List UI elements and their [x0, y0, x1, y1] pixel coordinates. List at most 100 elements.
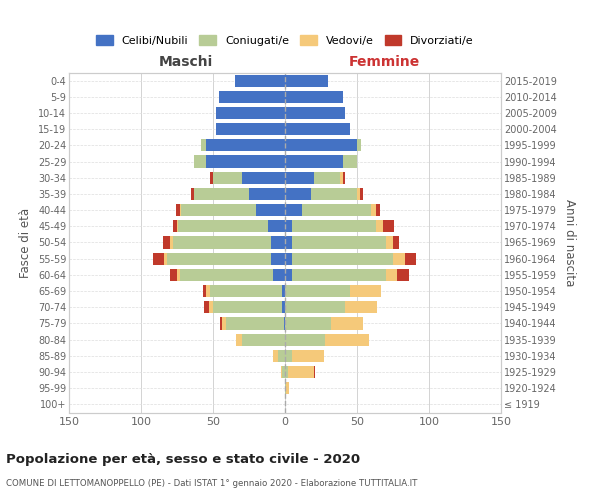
Bar [404, 252, 416, 265]
Bar [350, 285, 382, 297]
Bar [206, 285, 210, 297]
Bar [194, 156, 206, 168]
Bar [170, 236, 173, 248]
Bar [226, 318, 284, 330]
Bar [285, 252, 292, 265]
Bar [278, 350, 285, 362]
Bar [206, 140, 285, 151]
Bar [216, 123, 285, 135]
Bar [285, 220, 292, 232]
Bar [285, 123, 350, 135]
Bar [376, 204, 380, 216]
Bar [194, 188, 249, 200]
Bar [357, 188, 360, 200]
Bar [376, 220, 383, 232]
Bar [205, 301, 209, 314]
Bar [173, 220, 177, 232]
Bar [274, 350, 278, 362]
Bar [235, 74, 285, 86]
Bar [271, 236, 285, 248]
Bar [268, 220, 285, 232]
Bar [249, 188, 285, 200]
Bar [285, 366, 288, 378]
Bar [292, 220, 376, 232]
Bar [180, 269, 274, 281]
Bar [360, 188, 363, 200]
Bar [177, 269, 180, 281]
Bar [206, 156, 285, 168]
Bar [242, 172, 285, 184]
Bar [371, 204, 376, 216]
Bar [285, 172, 314, 184]
Bar [285, 269, 292, 281]
Bar [346, 301, 377, 314]
Bar [271, 252, 285, 265]
Bar [288, 366, 314, 378]
Bar [167, 252, 271, 265]
Bar [397, 269, 409, 281]
Bar [386, 269, 397, 281]
Bar [285, 74, 328, 86]
Bar [285, 107, 346, 119]
Bar [292, 236, 386, 248]
Legend: Celibi/Nubili, Coniugati/e, Vedovi/e, Divorziati/e: Celibi/Nubili, Coniugati/e, Vedovi/e, Di… [92, 30, 478, 50]
Bar [220, 318, 221, 330]
Bar [181, 204, 256, 216]
Bar [331, 318, 363, 330]
Bar [285, 156, 343, 168]
Bar [285, 188, 311, 200]
Bar [282, 366, 285, 378]
Text: Popolazione per età, sesso e stato civile - 2020: Popolazione per età, sesso e stato civil… [6, 452, 360, 466]
Bar [302, 204, 371, 216]
Bar [163, 236, 170, 248]
Bar [285, 382, 286, 394]
Bar [210, 285, 282, 297]
Text: COMUNE DI LETTOMANOPPELLO (PE) - Dati ISTAT 1° gennaio 2020 - Elaborazione TUTTI: COMUNE DI LETTOMANOPPELLO (PE) - Dati IS… [6, 479, 418, 488]
Bar [292, 252, 393, 265]
Bar [203, 285, 206, 297]
Bar [177, 220, 178, 232]
Text: Maschi: Maschi [158, 55, 213, 69]
Bar [242, 334, 285, 345]
Bar [219, 90, 285, 103]
Bar [383, 220, 394, 232]
Bar [393, 252, 404, 265]
Bar [170, 269, 177, 281]
Bar [209, 301, 213, 314]
Bar [314, 366, 315, 378]
Bar [311, 188, 357, 200]
Bar [285, 318, 331, 330]
Y-axis label: Anni di nascita: Anni di nascita [563, 199, 576, 286]
Bar [284, 318, 285, 330]
Bar [393, 236, 399, 248]
Bar [292, 269, 386, 281]
Bar [256, 204, 285, 216]
Bar [216, 107, 285, 119]
Bar [357, 140, 361, 151]
Bar [213, 172, 242, 184]
Bar [152, 252, 164, 265]
Text: Femmine: Femmine [349, 55, 420, 69]
Y-axis label: Fasce di età: Fasce di età [19, 208, 32, 278]
Bar [281, 366, 282, 378]
Bar [274, 269, 285, 281]
Bar [164, 252, 167, 265]
Bar [386, 236, 393, 248]
Bar [202, 140, 206, 151]
Bar [282, 301, 285, 314]
Bar [221, 318, 226, 330]
Bar [340, 172, 343, 184]
Bar [173, 236, 271, 248]
Bar [285, 334, 325, 345]
Bar [213, 301, 282, 314]
Bar [236, 334, 242, 345]
Bar [285, 301, 346, 314]
Bar [292, 350, 324, 362]
Bar [285, 350, 292, 362]
Bar [325, 334, 368, 345]
Bar [285, 285, 350, 297]
Bar [282, 285, 285, 297]
Bar [343, 172, 346, 184]
Bar [343, 156, 357, 168]
Bar [191, 188, 194, 200]
